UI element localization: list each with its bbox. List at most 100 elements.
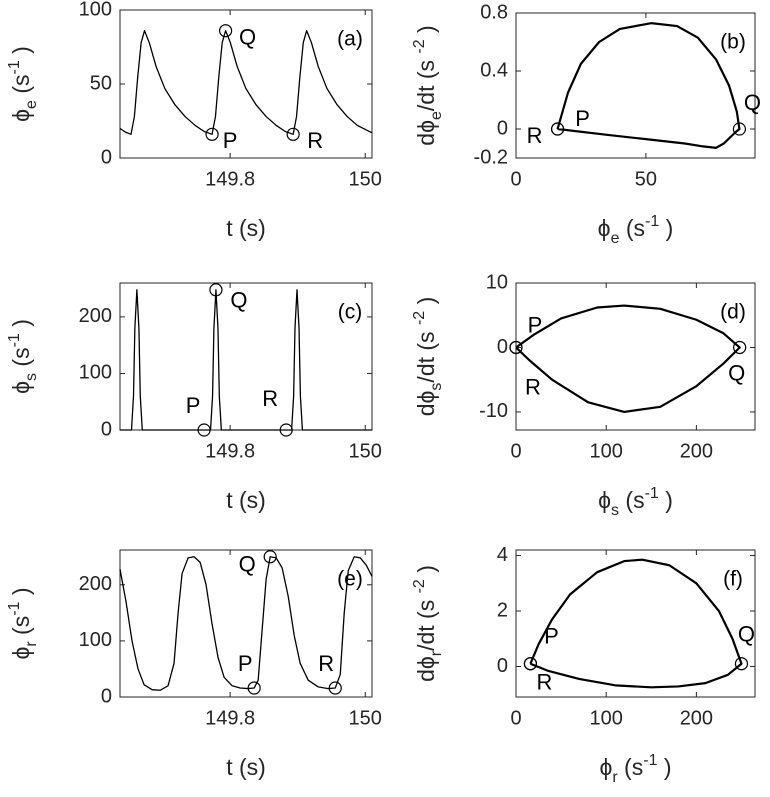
x-axis-label-part: ϕ <box>598 215 611 241</box>
y-axis-label-part: r <box>428 650 445 656</box>
y-axis-label-part: ϕ <box>8 647 34 660</box>
y-axis-label: dϕr/dt (s -2 ) <box>411 565 445 682</box>
y-axis-label-part: dϕ <box>413 120 439 146</box>
x-tick-label: 200 <box>680 440 713 462</box>
y-axis-label-part: /dt (s <box>413 593 439 651</box>
point-label: Q <box>728 360 745 385</box>
y-tick-label: 0 <box>497 655 508 677</box>
x-axis-label-part: t (s) <box>226 754 266 780</box>
x-axis-label: ϕe (s-1 ) <box>598 213 674 247</box>
x-axis-label-part: e <box>611 230 620 247</box>
point-label: P <box>186 393 201 418</box>
plot-area <box>119 549 373 698</box>
panel: 0 50-0.200.40.8ϕe (s-1 )dϕe/dt (s -2 ) (b)… <box>411 1 761 246</box>
x-axis-label-part: r <box>612 769 618 786</box>
y-axis-label-part: /dt (s <box>413 54 439 112</box>
plot-area <box>515 282 756 431</box>
y-axis-label-part: -1 <box>6 601 23 615</box>
y-tick-label: 0 <box>497 117 508 139</box>
point-marker <box>286 127 300 141</box>
point-label: P <box>544 624 559 649</box>
x-tick-label: 50 <box>635 168 657 190</box>
panel-tag: (b) <box>720 31 746 54</box>
y-tick-label: 100 <box>79 629 112 651</box>
panel: 149.8 150 0 100 200 t (s) ϕr (s-1 ) (e) P Q R <box>6 549 382 780</box>
x-tick-label: 0 <box>510 168 521 190</box>
x-tick-label: 150 <box>349 168 382 190</box>
y-axis-label-part: e <box>23 100 40 109</box>
x-tick-label: 0 <box>510 440 521 462</box>
y-axis-label-part: s <box>428 383 445 391</box>
y-tick-label: 0 <box>101 146 112 168</box>
y-axis-label-part: /dt (s <box>413 325 439 383</box>
x-axis-label-part: ϕ <box>599 754 612 780</box>
y-axis-label-part: s <box>23 373 40 381</box>
y-tick-label: 100 <box>79 362 112 384</box>
x-axis-label-part: ) <box>659 215 673 241</box>
y-tick-label: -10 <box>479 400 508 422</box>
y-axis-label-part: ) <box>413 25 439 39</box>
plot-area <box>119 9 373 159</box>
point-label: R <box>536 670 552 695</box>
y-tick-label: 200 <box>79 305 112 327</box>
y-tick-label: -0.2 <box>474 146 508 168</box>
y-axis-label: dϕe/dt (s -2 ) <box>411 25 445 145</box>
y-axis-label-part: -1 <box>6 60 23 74</box>
plot-area <box>119 282 373 431</box>
point-label: R <box>262 386 278 411</box>
y-tick-label: 4 <box>497 544 508 566</box>
y-axis-label-part: ) <box>413 297 439 311</box>
y-axis-label-part: e <box>428 111 445 120</box>
y-tick-label: 0.4 <box>480 59 508 81</box>
point-marker <box>247 681 261 695</box>
y-tick-label: 200 <box>79 573 112 595</box>
y-tick-label: 0 <box>101 685 112 707</box>
point-label: Q <box>744 90 761 115</box>
plot-area <box>515 12 756 159</box>
point-marker <box>205 127 219 141</box>
x-axis-label-part: (s <box>618 754 644 780</box>
data-line <box>556 22 741 149</box>
y-axis-label-part: dϕ <box>413 391 439 417</box>
panel-tag: (c) <box>338 301 363 324</box>
point-label: Q <box>239 552 256 577</box>
point-marker <box>509 340 523 355</box>
point-marker <box>263 550 277 564</box>
x-axis-label-part: ) <box>657 754 671 780</box>
x-axis-label: t (s) <box>226 215 266 241</box>
point-label: P <box>223 128 238 153</box>
y-axis-label-part: -2 <box>411 579 428 593</box>
point-label: Q <box>239 25 256 50</box>
y-tick-label: 0.8 <box>480 1 508 23</box>
x-axis-label: t (s) <box>226 754 266 780</box>
x-axis-label: t (s) <box>226 487 266 513</box>
y-tick-label: 50 <box>90 72 112 94</box>
point-marker <box>209 283 223 297</box>
x-tick-label: 149.8 <box>205 440 255 462</box>
x-tick-label: 150 <box>349 440 382 462</box>
y-axis-label-part: -1 <box>6 333 23 347</box>
y-axis-label-part: (s <box>8 616 34 642</box>
point-marker <box>197 423 211 437</box>
y-axis-label: ϕe (s-1 ) <box>6 46 40 122</box>
x-axis-label-part: (s <box>619 487 645 513</box>
x-axis-label-part: -1 <box>645 485 659 502</box>
panel-tag: (a) <box>337 28 363 51</box>
data-line <box>529 558 743 689</box>
y-axis-label-part: ) <box>8 319 34 333</box>
x-tick-label: 149.8 <box>205 168 255 190</box>
y-tick-label: 100 <box>79 0 112 20</box>
x-tick-label: 0 <box>510 707 521 729</box>
data-line <box>119 556 373 691</box>
x-tick-label: 150 <box>349 707 382 729</box>
y-axis-label: dϕs/dt (s -2 ) <box>411 297 445 417</box>
point-label: R <box>318 651 334 676</box>
y-axis-label-part: ) <box>413 565 439 579</box>
panel: 149.8 150 0 50 100 t (s) ϕe (s-1 ) (a) P Q R <box>6 0 382 241</box>
point-label: Q <box>738 622 755 647</box>
point-marker <box>550 122 565 136</box>
x-axis-label: ϕs (s-1 ) <box>598 485 673 519</box>
panel-tag: (f) <box>723 568 743 591</box>
data-line <box>515 304 741 414</box>
